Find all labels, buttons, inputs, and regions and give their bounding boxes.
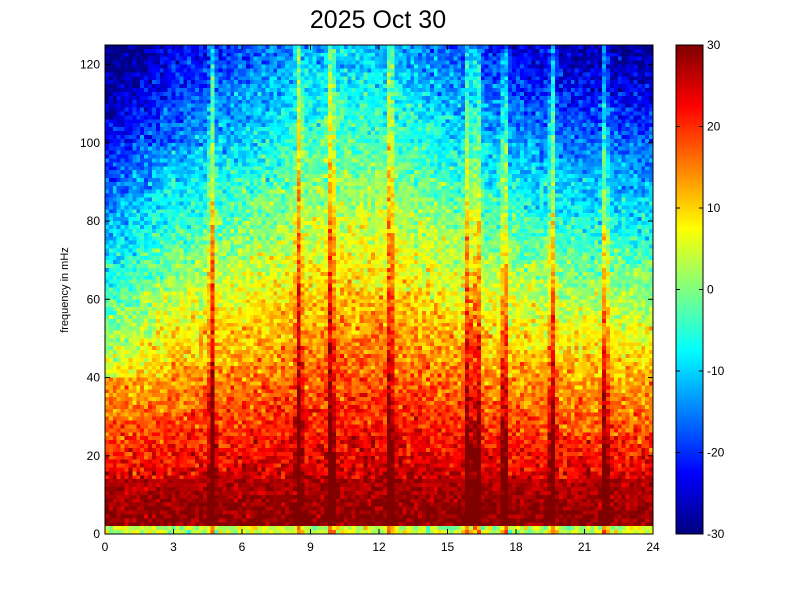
y-tick-label: 0 xyxy=(93,527,100,541)
colorbar-tick-label: 20 xyxy=(707,120,721,134)
colorbar-tick-label: -30 xyxy=(707,527,725,541)
x-tick-label: 3 xyxy=(170,540,177,554)
colorbar-tick-label: -10 xyxy=(707,364,725,378)
colorbar-tick-label: -20 xyxy=(707,446,725,460)
y-tick-label: 40 xyxy=(87,371,101,385)
colorbar-tick-label: 30 xyxy=(707,38,721,52)
colorbar-tick-label: 0 xyxy=(707,283,714,297)
x-tick-label: 24 xyxy=(646,540,660,554)
y-tick-label: 100 xyxy=(80,136,100,150)
x-tick-label: 6 xyxy=(239,540,246,554)
heatmap-image xyxy=(105,45,653,534)
x-tick-label: 12 xyxy=(372,540,386,554)
x-tick-label: 15 xyxy=(441,540,455,554)
x-tick-label: 9 xyxy=(307,540,314,554)
colorbar-tick-label: 10 xyxy=(707,201,721,215)
x-tick-label: 0 xyxy=(102,540,109,554)
x-tick-label: 21 xyxy=(578,540,592,554)
y-tick-label: 60 xyxy=(87,292,101,306)
y-tick-label: 80 xyxy=(87,214,101,228)
chart-title: 2025 Oct 30 xyxy=(309,6,447,34)
x-tick-label: 18 xyxy=(509,540,523,554)
colorbar xyxy=(675,44,704,535)
y-tick-label: 120 xyxy=(80,58,100,72)
y-tick-label: 20 xyxy=(87,449,101,463)
